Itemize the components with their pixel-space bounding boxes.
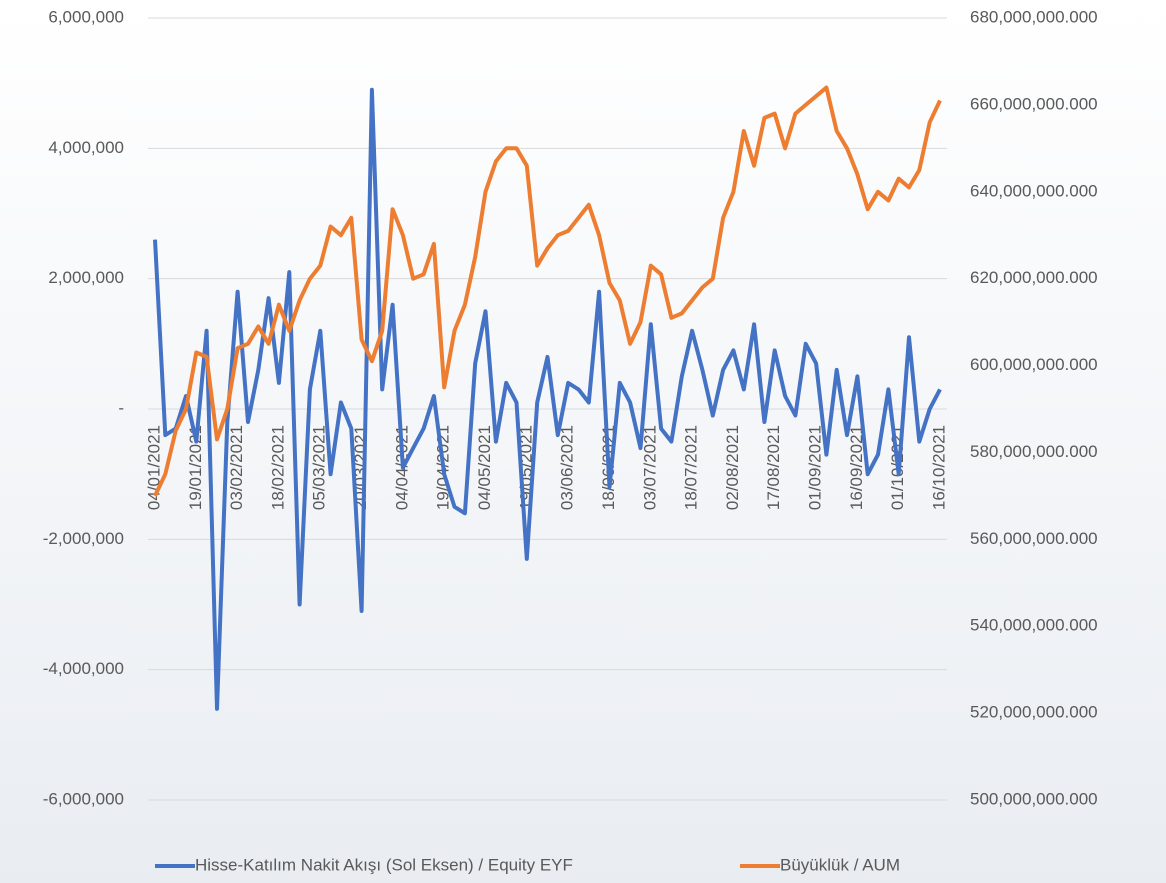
x-tick-label: 16/10/2021 bbox=[929, 425, 948, 510]
y2-tick-label: 500,000,000.000 bbox=[970, 789, 1098, 808]
x-tick-label: 03/02/2021 bbox=[227, 425, 246, 510]
x-tick-label: 01/09/2021 bbox=[806, 425, 825, 510]
y2-tick-label: 580,000,000.000 bbox=[970, 442, 1098, 461]
y2-tick-label: 660,000,000.000 bbox=[970, 94, 1098, 113]
y-tick-label: 6,000,000 bbox=[48, 7, 124, 26]
y-tick-label: - bbox=[118, 398, 124, 417]
y2-tick-label: 640,000,000.000 bbox=[970, 181, 1098, 200]
x-tick-label: 17/08/2021 bbox=[764, 425, 783, 510]
chart: -6,000,000-4,000,000-2,000,000-2,000,000… bbox=[0, 0, 1166, 883]
y2-tick-label: 540,000,000.000 bbox=[970, 616, 1098, 635]
y2-tick-label: 560,000,000.000 bbox=[970, 529, 1098, 548]
legend-label: Hisse-Katılım Nakit Akışı (Sol Eksen) / … bbox=[195, 855, 573, 874]
y2-tick-label: 520,000,000.000 bbox=[970, 703, 1098, 722]
y2-tick-label: 620,000,000.000 bbox=[970, 268, 1098, 287]
x-tick-label: 03/06/2021 bbox=[558, 425, 577, 510]
x-tick-label: 04/01/2021 bbox=[144, 425, 163, 510]
legend-label: Büyüklük / AUM bbox=[780, 855, 900, 874]
y-tick-label: -2,000,000 bbox=[43, 529, 124, 548]
y-tick-label: 4,000,000 bbox=[48, 138, 124, 157]
y-tick-label: -6,000,000 bbox=[43, 789, 124, 808]
y2-tick-label: 680,000,000.000 bbox=[970, 7, 1098, 26]
x-tick-label: 02/08/2021 bbox=[723, 425, 742, 510]
x-tick-label: 18/07/2021 bbox=[682, 425, 701, 510]
x-tick-label: 18/02/2021 bbox=[268, 425, 287, 510]
y-tick-label: 2,000,000 bbox=[48, 268, 124, 287]
y2-tick-label: 600,000,000.000 bbox=[970, 355, 1098, 374]
data-line bbox=[155, 90, 940, 709]
x-tick-label: 04/05/2021 bbox=[475, 425, 494, 510]
y-tick-label: -4,000,000 bbox=[43, 659, 124, 678]
x-tick-label: 05/03/2021 bbox=[310, 425, 329, 510]
